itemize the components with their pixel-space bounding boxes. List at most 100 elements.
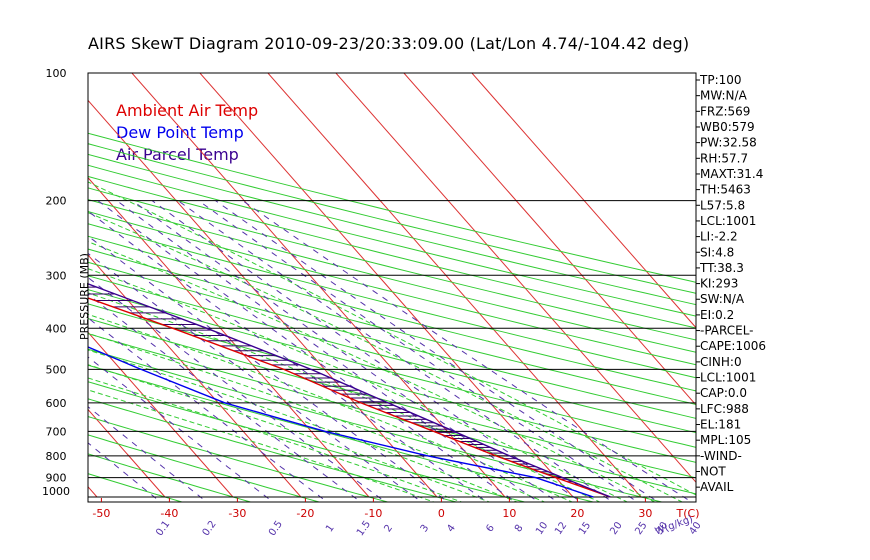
isotherm-line [0, 73, 29, 497]
mixing-ratio-label: 1 [324, 523, 337, 535]
isotherm-line [267, 73, 642, 498]
stats-item: RH:57.7 [700, 151, 748, 165]
mixing-ratio-line [215, 200, 660, 502]
stats-item: LI:-2.2 [700, 230, 738, 244]
isotherm-line [88, 254, 302, 498]
pressure-tick-label: 200 [46, 195, 67, 208]
mixing-ratio-line [88, 406, 208, 502]
mixing-ratio-label: 8 [513, 523, 526, 535]
bottom-tick-label: 0 [438, 507, 445, 520]
dry-adiabat-line [88, 187, 696, 341]
mixing-ratio-line [88, 235, 450, 502]
dry-adiabat-line [88, 143, 696, 294]
dry-adiabat-line [88, 210, 696, 366]
mixing-ratio-label: 6 [484, 523, 497, 535]
mixing-ratio-line [116, 200, 540, 502]
dry-adiabat-line [88, 381, 527, 502]
stats-item: NOT [700, 465, 726, 479]
dry-adiabat-line [88, 235, 696, 392]
stats-item: AVAIL [700, 480, 734, 494]
mixing-ratio-label: 25 [633, 520, 649, 537]
moist-adiabat-line [88, 332, 546, 502]
isotherm-line [88, 408, 166, 498]
bottom-tick-label: 20 [570, 507, 584, 520]
isotherm-line [335, 73, 696, 483]
stats-item: EL:181 [700, 418, 741, 432]
chart-title: AIRS SkewT Diagram 2010-09-23/20:33:09.0… [88, 34, 690, 53]
bottom-tick-label: -20 [296, 507, 314, 520]
pressure-tick-label: 800 [46, 450, 67, 463]
stats-item: FRZ:569 [700, 104, 750, 118]
plot-frame [87, 72, 697, 503]
mixing-ratio-line [88, 442, 162, 502]
stats-item: CAPE:1006 [700, 339, 766, 353]
mixing-ratio-label: 0.2 [201, 519, 219, 538]
dry-adiabat-line [88, 164, 696, 317]
pressure-tick-label: 400 [46, 322, 67, 335]
mixing-ratio-line [151, 200, 583, 502]
temp-unit-label: T(C) [676, 507, 700, 520]
isotherm-line [88, 331, 234, 498]
stats-item: CINH:0 [700, 355, 742, 369]
stats-item: SW:N/A [700, 292, 745, 306]
dry-adiabat-line [88, 261, 696, 419]
bottom-tick-label: 30 [638, 507, 652, 520]
dry-adiabat-line [88, 333, 696, 495]
stats-item: PW:32.58 [700, 136, 757, 150]
dry-adiabat-line [88, 317, 696, 479]
pressure-tick-label: 600 [46, 397, 67, 410]
dry-adiabat-line [88, 303, 696, 463]
stats-item: TH:5463 [699, 183, 751, 197]
pressure-tick-label: 500 [46, 363, 67, 376]
dry-adiabat-line [88, 248, 696, 405]
moist-adiabat-line [88, 349, 519, 502]
bottom-tick-label: 10 [502, 507, 516, 520]
stats-item: LCL:1001 [700, 214, 756, 228]
mixing-ratio-label: 0.1 [154, 519, 172, 538]
bottom-tick-label: -40 [160, 507, 178, 520]
stats-item: LCL:1001 [700, 371, 756, 385]
dry-adiabat-line [88, 453, 253, 502]
stats-item: KI:293 [700, 277, 738, 291]
dry-adiabat-line [88, 434, 321, 502]
mixing-ratio-label: 20 [608, 520, 624, 537]
stats-item: MPL:105 [700, 433, 751, 447]
pressure-tick-label: 300 [46, 269, 67, 282]
stats-item: -PARCEL- [700, 324, 754, 338]
mixing-ratio-line [88, 317, 328, 502]
mixing-ratio-label: 15 [577, 520, 593, 537]
stats-item: MW:N/A [700, 89, 748, 103]
dry-adiabat-line [88, 132, 696, 283]
mixing-ratio-label: 0.5 [267, 519, 285, 538]
mixing-ratio-label: 10 [534, 520, 550, 537]
stats-item: CAP:0.0 [700, 386, 747, 400]
dry-adiabat-line [88, 223, 696, 379]
mixing-ratio-line [88, 276, 387, 502]
pressure-tick-label: 700 [46, 425, 67, 438]
dry-adiabat-line [88, 153, 696, 306]
mixing-ratio-label: 2 [382, 523, 395, 535]
bottom-tick-label: -50 [92, 507, 110, 520]
stats-item: WB0:579 [700, 120, 755, 134]
stats-item: L57:5.8 [700, 198, 745, 212]
stats-item: SI:4.8 [700, 245, 734, 259]
bottom-tick-label: -30 [228, 507, 246, 520]
dry-adiabat-line [88, 473, 184, 502]
stats-item: EI:0.2 [700, 308, 734, 322]
series-line-dewpoint [88, 346, 594, 498]
bottom-tick-label: -10 [364, 507, 382, 520]
dry-adiabat-line [88, 364, 596, 502]
mixing-ratio-label: 3 [419, 523, 432, 535]
dry-adiabat-line [88, 175, 696, 329]
stats-item: -WIND- [700, 449, 742, 463]
stats-item: MAXT:31.4 [700, 167, 763, 181]
mixing-ratio-label: 12 [553, 520, 569, 537]
series-line-ambient [88, 297, 611, 498]
moist-adiabat-line [88, 181, 696, 496]
mixing-ratio-line [198, 200, 639, 502]
pressure-tick-label: 100 [46, 67, 67, 80]
stats-item: TP:100 [699, 73, 742, 87]
mixing-unit-label: W(g/kg) [654, 514, 695, 538]
mixing-ratio-line [177, 200, 614, 502]
